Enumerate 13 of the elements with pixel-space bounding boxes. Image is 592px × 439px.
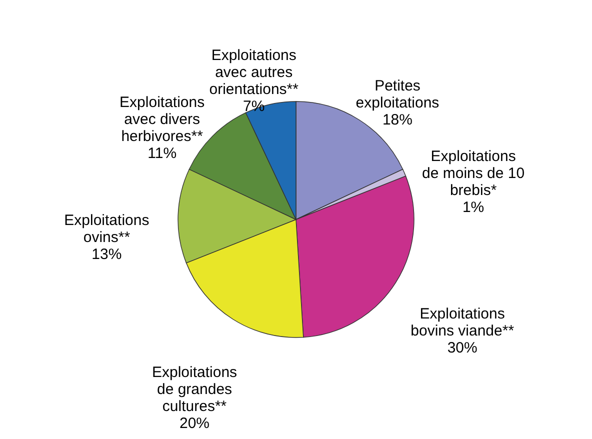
data-label: 18% xyxy=(382,111,412,128)
data-label: 13% xyxy=(92,246,122,263)
slice-label: Petites exploitations xyxy=(356,77,440,112)
data-label: 20% xyxy=(180,414,210,432)
slice-label: Exploitations avec divers herbivores** xyxy=(120,94,205,145)
data-label: 11% xyxy=(148,144,177,162)
slice-label: Exploitations ovins** xyxy=(64,212,150,246)
data-label: 30% xyxy=(447,340,478,357)
slice-label: Exploitations de grandes cultures** xyxy=(152,364,238,415)
slice-label: Exploitations de moins de 10 brebis* xyxy=(422,148,525,199)
slice-label: Exploitations avec autres orientations** xyxy=(209,47,299,98)
data-label: 1% xyxy=(462,198,484,216)
slice-label: Exploitations bovins viande** xyxy=(410,306,514,340)
